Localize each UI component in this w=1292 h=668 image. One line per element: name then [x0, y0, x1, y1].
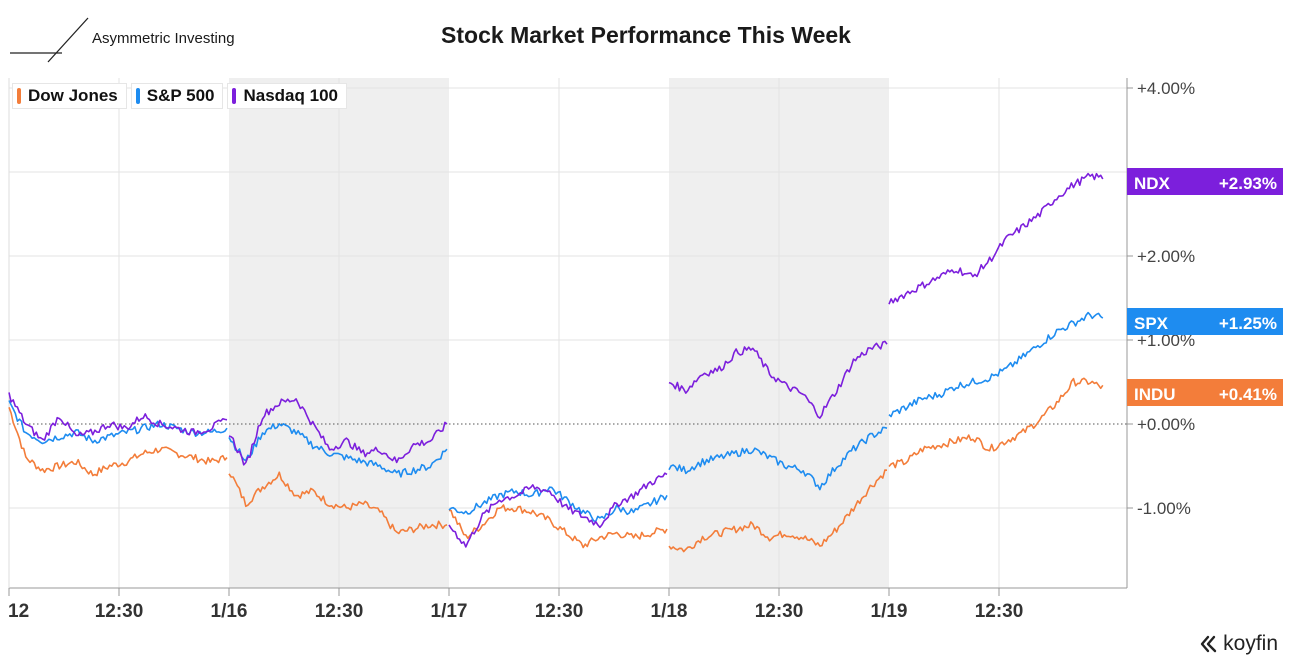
legend-swatch [17, 88, 21, 104]
y-tick-label: +2.00% [1137, 247, 1195, 266]
series-line-segment [8, 392, 228, 441]
x-tick-label: 1/19 [871, 601, 908, 622]
koyfin-brand: koyfin [1199, 632, 1278, 656]
legend: Dow Jones S&P 500 Nasdaq 100 [12, 83, 347, 109]
logo-line [47, 17, 89, 63]
end-label-spx: SPX +1.25% [1127, 308, 1283, 335]
series-line-segment [888, 311, 1104, 418]
end-label-ndx: NDX +2.93% [1127, 168, 1283, 195]
end-label-box [1127, 379, 1283, 406]
y-tick-label: +1.00% [1137, 331, 1195, 350]
koyfin-logo-icon [1200, 635, 1217, 653]
koyfin-label: koyfin [1223, 632, 1278, 655]
x-tick-label: 1/17 [431, 601, 468, 622]
series-spx [8, 311, 1104, 523]
x-tick-label: 12:30 [535, 601, 584, 622]
series-indu [8, 377, 1104, 553]
series-ndx [8, 172, 1104, 548]
end-label-indu: INDU +0.41% [1127, 379, 1283, 406]
legend-label: Nasdaq 100 [243, 86, 338, 105]
legend-item-sp-500[interactable]: S&P 500 [130, 83, 224, 109]
y-tick-label: -1.00% [1137, 499, 1191, 518]
end-label-ticker: SPX [1134, 314, 1169, 333]
series-line-segment [8, 400, 228, 445]
legend-swatch [135, 88, 140, 104]
legend-label: S&P 500 [146, 86, 215, 105]
series-line-segment [228, 398, 448, 466]
brand-name: Asymmetric Investing [92, 30, 235, 47]
series-line-segment [888, 377, 1104, 469]
series-line-segment [448, 486, 668, 523]
series-line-segment [8, 407, 228, 477]
chart-title: Stock Market Performance This Week [441, 22, 851, 48]
legend-label: Dow Jones [28, 86, 118, 105]
series-line-segment [448, 504, 668, 549]
x-tick-label: 12:30 [315, 601, 364, 622]
series-line-segment [668, 469, 888, 553]
legend-item-nasdaq-100[interactable]: Nasdaq 100 [227, 83, 347, 109]
end-label-ticker: NDX [1134, 174, 1171, 193]
legend-swatch [232, 88, 237, 104]
end-label-value: +2.93% [1219, 174, 1277, 193]
x-tick-label: 12:30 [755, 601, 804, 622]
x-tick-label: 1/18 [651, 601, 688, 622]
legend-item-dow-jones[interactable]: Dow Jones [12, 83, 127, 109]
end-label-ticker: INDU [1134, 385, 1176, 404]
series-line-segment [448, 472, 668, 548]
series-line-segment [668, 340, 888, 419]
x-tick-label: 12:30 [95, 601, 144, 622]
end-label-value: +0.41% [1219, 385, 1277, 404]
series-line-segment [668, 426, 888, 491]
y-tick-label: +0.00% [1137, 415, 1195, 434]
end-label-box [1127, 168, 1283, 195]
x-tick-label: 1/16 [211, 601, 248, 622]
series-line-segment [888, 172, 1104, 305]
end-label-value: +1.25% [1219, 314, 1277, 333]
x-tick-label: 12:30 [975, 601, 1024, 622]
end-label-box [1127, 308, 1283, 335]
y-tick-label: +4.00% [1137, 79, 1195, 98]
series-line-segment [228, 471, 448, 535]
x-tick-label: 12 [8, 601, 29, 622]
series-line-segment [228, 422, 448, 478]
asymmetric-logo-icon [10, 17, 89, 63]
